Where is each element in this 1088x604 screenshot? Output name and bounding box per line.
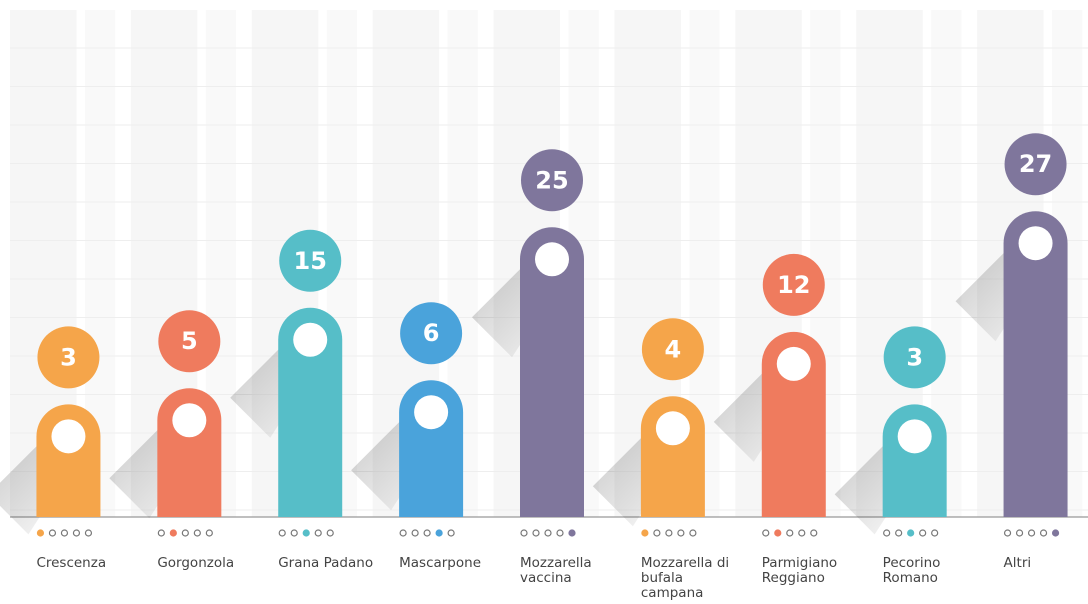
category-label: Gorgonzola bbox=[157, 555, 235, 571]
legend-dot bbox=[1039, 529, 1048, 537]
category-label: Parmigiano Reggiano bbox=[761, 555, 838, 586]
value-bubble bbox=[400, 302, 463, 365]
legend-dot bbox=[157, 529, 165, 537]
legend-dot bbox=[302, 529, 310, 537]
category-label: Mozzarella vaccina bbox=[520, 555, 592, 586]
category-label: Crescenza bbox=[36, 555, 107, 571]
legend-dot bbox=[326, 529, 334, 537]
legend-dot bbox=[641, 529, 649, 537]
legend-dot bbox=[399, 529, 407, 537]
bar bbox=[278, 307, 343, 517]
legend-dot bbox=[423, 529, 431, 537]
legend-dot bbox=[1015, 529, 1024, 537]
legend-dot bbox=[1027, 529, 1036, 537]
value-bubble bbox=[521, 149, 583, 212]
value-label: 4 bbox=[665, 335, 682, 363]
legend-dot bbox=[568, 529, 576, 537]
legend-dot bbox=[72, 529, 81, 537]
legend-dot bbox=[48, 529, 57, 537]
category-label: Pecorino Romano bbox=[882, 555, 941, 586]
legend-dot bbox=[435, 529, 443, 537]
value-label: 15 bbox=[294, 247, 327, 275]
category-label: Grana Padano bbox=[278, 555, 374, 571]
legend-dot bbox=[931, 529, 939, 537]
value-bubble bbox=[1004, 133, 1067, 196]
value-bubble bbox=[641, 318, 704, 381]
bar-knob bbox=[655, 411, 690, 446]
legend-dot bbox=[544, 529, 552, 537]
legend-dot bbox=[653, 529, 661, 537]
bar bbox=[1003, 211, 1068, 517]
legend-dot bbox=[169, 529, 177, 537]
legend-dot bbox=[532, 529, 540, 537]
bar bbox=[761, 331, 826, 517]
legend-dot bbox=[762, 529, 770, 537]
legend-dot bbox=[774, 529, 782, 537]
legend-dot bbox=[447, 529, 455, 537]
bar-knob bbox=[293, 322, 328, 357]
legend-dot bbox=[677, 529, 685, 537]
value-bubble bbox=[279, 229, 342, 292]
value-bubble bbox=[883, 326, 946, 389]
value-label: 3 bbox=[906, 343, 923, 371]
legend-dot bbox=[60, 529, 69, 537]
legend-dot bbox=[290, 529, 298, 537]
legend-dot bbox=[84, 529, 93, 537]
legend-dot bbox=[786, 529, 794, 537]
legend-dot bbox=[883, 529, 891, 537]
legend-dot bbox=[181, 529, 189, 537]
legend-dot bbox=[36, 529, 45, 537]
legend-dot bbox=[665, 529, 673, 537]
legend-dot bbox=[556, 529, 564, 537]
legend-dot bbox=[919, 529, 927, 537]
category-label: Mozzarella di bufala campana bbox=[640, 555, 730, 601]
bar-knob bbox=[776, 346, 811, 381]
bar bbox=[520, 227, 584, 517]
legend-dot bbox=[193, 529, 201, 537]
legend-dot bbox=[205, 529, 213, 537]
value-label: 3 bbox=[60, 343, 77, 371]
bar-knob bbox=[172, 403, 207, 438]
bar-knob bbox=[535, 242, 569, 277]
legend-dot bbox=[1051, 529, 1060, 537]
legend-dot bbox=[411, 529, 419, 537]
legend-dot bbox=[895, 529, 903, 537]
bar-knob bbox=[414, 395, 449, 430]
legend-dot bbox=[798, 529, 806, 537]
value-label: 12 bbox=[777, 271, 810, 299]
legend-dot bbox=[907, 529, 915, 537]
value-label: 5 bbox=[181, 327, 198, 355]
bar-knob bbox=[1018, 226, 1053, 261]
category-label: Mascarpone bbox=[399, 555, 481, 571]
category-label: Altri bbox=[1003, 555, 1032, 571]
value-label: 27 bbox=[1019, 150, 1052, 178]
legend-dot bbox=[314, 529, 322, 537]
bar-knob bbox=[51, 419, 86, 454]
legend-dot bbox=[1003, 529, 1012, 537]
legend-dot bbox=[689, 529, 697, 537]
value-bubble bbox=[158, 310, 221, 373]
value-label: 25 bbox=[535, 166, 568, 194]
value-bubble bbox=[37, 326, 100, 389]
legend-dot bbox=[520, 529, 528, 537]
legend-dot bbox=[278, 529, 286, 537]
value-bubble bbox=[762, 253, 825, 316]
legend-dot bbox=[810, 529, 818, 537]
bar-knob bbox=[897, 419, 932, 454]
value-label: 6 bbox=[423, 319, 440, 347]
